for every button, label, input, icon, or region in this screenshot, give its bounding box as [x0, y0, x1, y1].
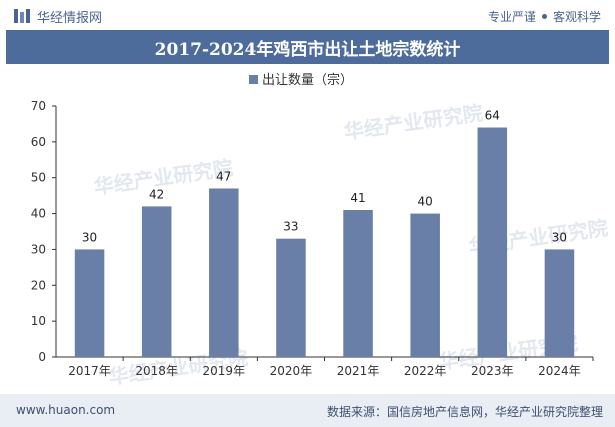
bar [141, 206, 172, 357]
data-label: 33 [283, 220, 298, 234]
brand-name: 华经情报网 [37, 10, 103, 26]
bar [477, 127, 508, 357]
y-tick-label: 20 [31, 278, 46, 292]
x-tick-label: 2022年 [404, 364, 447, 378]
y-tick-label: 40 [31, 207, 46, 221]
x-tick-label: 2018年 [135, 364, 178, 378]
x-tick-label: 2019年 [203, 364, 246, 378]
top-bar: 华经情报网 专业严谨 客观科学 [0, 0, 615, 30]
bar [343, 209, 373, 357]
legend-label: 出让数量（宗） [262, 72, 353, 88]
x-tick-label: 2024年 [538, 364, 581, 378]
data-label: 47 [216, 169, 231, 183]
x-tick-label: 2023年 [471, 364, 514, 378]
y-tick-label: 60 [31, 135, 46, 149]
legend-swatch [249, 75, 258, 84]
data-label: 64 [485, 109, 500, 123]
axes: 0 10 20 30 40 50 60 70 2017年 2018年 2019年 2020年 2021年… [31, 99, 594, 378]
data-label: 40 [418, 195, 433, 209]
brand[interactable]: 华经情报网 [14, 7, 103, 26]
bar [544, 249, 575, 357]
bar [74, 249, 105, 357]
slogan-right: 客观科学 [552, 10, 601, 24]
y-tick-label: 30 [31, 242, 46, 256]
y-tick-label: 10 [31, 314, 46, 328]
chart-area: 华经产业研究院 华经产业研究院 华经产业研究院 华经产业研究院 华经产业研究院 出让数量… [0, 64, 615, 394]
y-tick-label: 0 [38, 350, 46, 364]
footer-website[interactable]: www.huaon.com [16, 403, 116, 417]
data-label: 30 [82, 230, 97, 244]
data-label: 42 [149, 187, 164, 201]
footer: www.huaon.com 数据来源：国信房地产信息网，华经产业研究院整理 [0, 394, 615, 427]
footer-source: 数据来源：国信房地产信息网，华经产业研究院整理 [326, 405, 603, 419]
x-tick-label: 2020年 [270, 364, 313, 378]
x-tick-label: 2021年 [337, 364, 380, 378]
data-label: 30 [552, 230, 567, 244]
bar [410, 213, 440, 357]
data-label: 41 [350, 191, 365, 205]
chart-title: 2017-2024年鸡西市出让土地宗数统计 [6, 30, 609, 64]
watermark-text: 华经产业研究院 [342, 101, 484, 144]
bar [276, 238, 306, 357]
legend: 出让数量（宗） [249, 72, 353, 88]
slogan: 专业严谨 客观科学 [488, 8, 601, 25]
bars: 30 42 47 33 41 40 64 30 [74, 109, 575, 357]
y-tick-label: 50 [31, 171, 46, 185]
slogan-left: 专业严谨 [487, 10, 536, 24]
x-tick-label: 2017年 [68, 364, 111, 378]
separator-dot-icon [541, 14, 547, 19]
y-tick-label: 70 [31, 99, 46, 113]
brand-logo-icon [14, 9, 30, 23]
bar [209, 188, 239, 357]
